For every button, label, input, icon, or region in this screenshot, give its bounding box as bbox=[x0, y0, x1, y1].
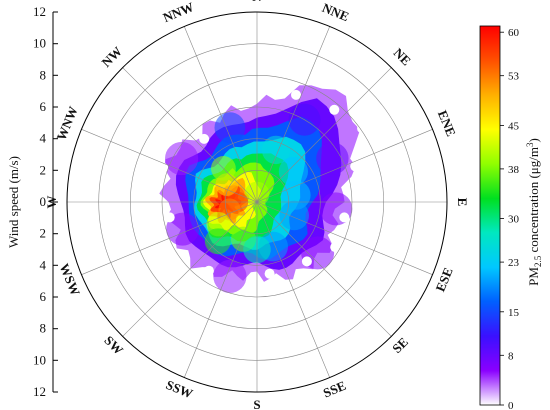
field-gap bbox=[158, 162, 169, 173]
colorbar-gradient bbox=[479, 25, 501, 406]
speed-tick-label: 12 bbox=[33, 4, 46, 19]
speed-tick-label: 4 bbox=[40, 131, 47, 146]
field-gap bbox=[357, 123, 368, 134]
speed-tick-label: 2 bbox=[40, 162, 47, 177]
field-gap bbox=[264, 268, 275, 279]
direction-spoke bbox=[184, 201, 258, 378]
field-blob bbox=[166, 212, 200, 246]
direction-label-e: E bbox=[455, 198, 470, 207]
direction-label-w: W bbox=[44, 196, 59, 209]
speed-tick-label: 2 bbox=[40, 226, 47, 241]
direction-spoke bbox=[256, 67, 392, 203]
speed-tick-label: 10 bbox=[33, 36, 46, 51]
colorbar-tick-label: 0 bbox=[508, 400, 514, 410]
direction-label-nw: NW bbox=[99, 44, 125, 70]
colorbar-tick-label: 30 bbox=[508, 214, 520, 226]
speed-axis-title: Wind speed (m/s) bbox=[6, 156, 21, 248]
field-gap bbox=[350, 161, 361, 172]
colorbar-tick-label: 23 bbox=[508, 257, 520, 269]
speed-tick-label: 6 bbox=[40, 99, 47, 114]
direction-spoke bbox=[256, 129, 433, 203]
field-gap bbox=[203, 265, 214, 276]
colorbar-tick-label: 8 bbox=[508, 350, 514, 362]
direction-label-wnw: WNW bbox=[53, 104, 80, 142]
colorbar-title-rest: concentration (μg/m bbox=[526, 147, 541, 256]
direction-spoke bbox=[256, 201, 330, 378]
field-gap bbox=[329, 104, 340, 115]
direction-label-nne: NNE bbox=[320, 0, 351, 24]
direction-spoke bbox=[184, 26, 258, 203]
colorbar-tick-label: 45 bbox=[508, 120, 520, 132]
direction-label-nnw: NNW bbox=[161, 0, 196, 25]
field-gap bbox=[164, 212, 175, 223]
field-gap bbox=[291, 89, 301, 100]
speed-tick-label: 8 bbox=[40, 67, 47, 82]
colorbar: 60 53 45 38 30 23 15 8 0 bbox=[479, 25, 520, 410]
direction-spoke bbox=[81, 201, 258, 275]
field-blob bbox=[316, 142, 349, 175]
direction-spoke bbox=[122, 201, 258, 337]
colorbar-title-sub: 2.5 bbox=[533, 255, 543, 267]
colorbar-title-end: ) bbox=[526, 138, 541, 142]
direction-label-se: SE bbox=[389, 334, 411, 356]
colorbar-tick-label: 15 bbox=[508, 307, 520, 319]
field-blob bbox=[261, 135, 291, 165]
speed-tick-label: 12 bbox=[33, 384, 46, 399]
direction-spoke bbox=[81, 129, 258, 203]
direction-spoke bbox=[122, 67, 258, 203]
direction-label-ene: ENE bbox=[435, 108, 459, 138]
speed-tick-label: 4 bbox=[40, 257, 47, 272]
colorbar-tick-label: 60 bbox=[508, 27, 520, 39]
colorbar-tick-label: 53 bbox=[508, 71, 520, 83]
speed-tick-label: 8 bbox=[40, 321, 47, 336]
direction-label-ese: ESE bbox=[432, 265, 455, 293]
direction-label-ssw: SSW bbox=[164, 377, 195, 401]
direction-label-s: S bbox=[253, 397, 260, 410]
colorbar-tick-label: 38 bbox=[508, 164, 520, 176]
field-gap bbox=[234, 97, 245, 108]
field-blob bbox=[165, 141, 199, 176]
polar-grid bbox=[67, 12, 447, 392]
field-blob bbox=[278, 156, 308, 187]
field-blob bbox=[279, 200, 310, 231]
field-gap bbox=[199, 133, 210, 144]
concentration-field bbox=[158, 85, 368, 293]
colorbar-title: PM2.5 concentration (μg/m3) bbox=[525, 138, 543, 286]
speed-tick-label: 0 bbox=[40, 194, 47, 209]
field-gap bbox=[330, 242, 341, 253]
direction-spoke bbox=[256, 201, 392, 337]
field-blob bbox=[214, 112, 246, 143]
direction-label-sse: SSE bbox=[321, 378, 348, 401]
field-gap bbox=[339, 212, 350, 223]
direction-spoke bbox=[256, 201, 433, 275]
plot-outline bbox=[66, 11, 448, 393]
colorbar-title-sup: 3 bbox=[525, 142, 535, 147]
field-blob bbox=[213, 259, 247, 293]
direction-spoke bbox=[256, 26, 330, 203]
speed-tick-label: 10 bbox=[33, 352, 46, 367]
speed-tick-label: 6 bbox=[40, 289, 47, 304]
direction-label-ne: NE bbox=[391, 45, 414, 68]
colorbar-title-main: PM bbox=[526, 267, 541, 286]
direction-label-n: N bbox=[252, 0, 262, 4]
field-gap bbox=[301, 256, 312, 267]
speed-axis-ticks: 12 10 8 6 4 2 0 2 4 6 8 10 12 bbox=[33, 4, 58, 399]
